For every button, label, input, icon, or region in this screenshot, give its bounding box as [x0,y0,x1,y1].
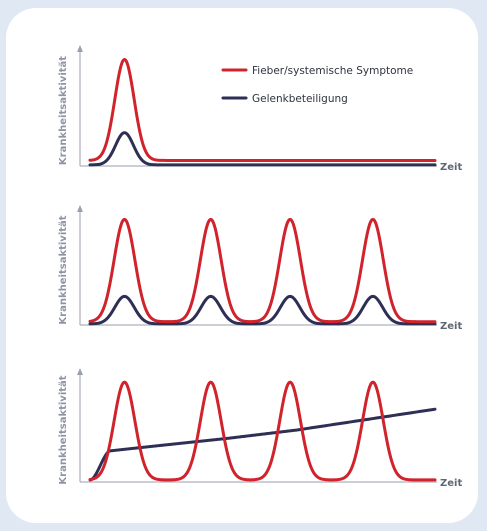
legend-joint-label: Gelenkbeteiligung [252,93,348,105]
y-axis-arrow-icon [77,205,83,212]
y-axis-arrow-icon [77,45,83,52]
fever-series-line [88,57,437,162]
x-axis-label: Zeit [440,321,462,332]
x-axis-label: Zeit [440,162,462,173]
legend: Fieber/systemische Symptome Gelenkbeteil… [221,65,413,105]
chart-panel-2: Krankheitsaktivität Zeit [58,205,462,332]
x-axis-label: Zeit [440,478,462,489]
joint-series-line [88,407,437,482]
joint-series-line [88,294,437,326]
chart-panel-3: Krankheitsaktivität Zeit [58,368,462,489]
fever-series-line [88,217,437,324]
y-axis-label: Krankheitsaktivität [58,215,69,324]
y-axis-label: Krankheitsaktivität [58,375,69,484]
chart-panel-1: Krankheitsaktivität Zeit [58,45,462,173]
joint-series-line [88,131,437,167]
y-axis-arrow-icon [77,368,83,375]
chart-panels: KrankheitsaktivitätZeitKrankheitsaktivit… [58,45,462,489]
y-axis-label: Krankheitsaktivität [58,56,69,165]
legend-fever-label: Fieber/systemische Symptome [252,65,413,77]
fever-series-line [88,380,437,482]
